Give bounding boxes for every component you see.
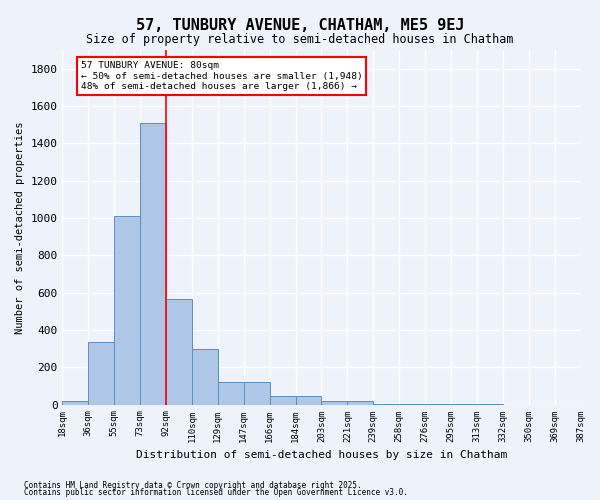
Text: Contains public sector information licensed under the Open Government Licence v3: Contains public sector information licen… <box>24 488 408 497</box>
X-axis label: Distribution of semi-detached houses by size in Chatham: Distribution of semi-detached houses by … <box>136 450 507 460</box>
Bar <box>88 342 114 404</box>
Bar <box>114 216 140 404</box>
Bar <box>192 348 218 405</box>
Bar <box>296 396 322 404</box>
Bar <box>322 401 347 404</box>
Bar <box>140 123 166 404</box>
Text: Contains HM Land Registry data © Crown copyright and database right 2025.: Contains HM Land Registry data © Crown c… <box>24 480 362 490</box>
Bar <box>62 401 88 404</box>
Text: 57 TUNBURY AVENUE: 80sqm
← 50% of semi-detached houses are smaller (1,948)
48% o: 57 TUNBURY AVENUE: 80sqm ← 50% of semi-d… <box>80 61 362 91</box>
Text: Size of property relative to semi-detached houses in Chatham: Size of property relative to semi-detach… <box>86 32 514 46</box>
Bar <box>244 382 269 404</box>
Bar <box>347 401 373 404</box>
Text: 57, TUNBURY AVENUE, CHATHAM, ME5 9EJ: 57, TUNBURY AVENUE, CHATHAM, ME5 9EJ <box>136 18 464 32</box>
Bar <box>166 299 192 405</box>
Y-axis label: Number of semi-detached properties: Number of semi-detached properties <box>15 121 25 334</box>
Bar <box>218 382 244 404</box>
Bar <box>269 396 296 404</box>
